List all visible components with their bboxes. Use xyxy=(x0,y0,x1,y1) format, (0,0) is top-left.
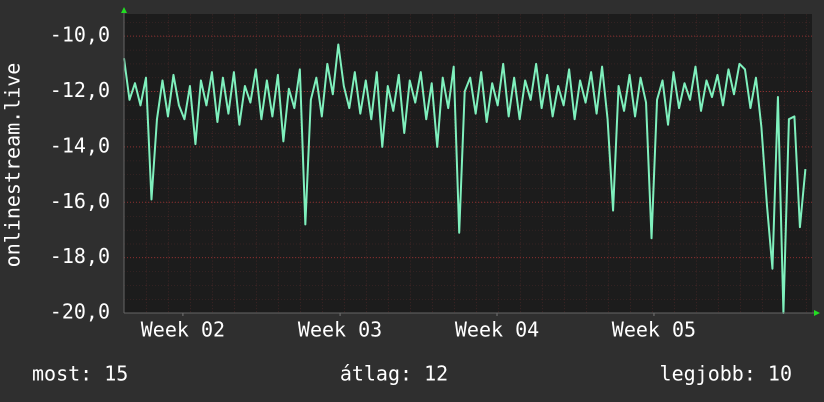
x-tick-label: Week 03 xyxy=(298,318,382,342)
y-tick-label: -14,0 xyxy=(50,133,110,157)
x-arrow xyxy=(814,310,820,316)
x-tick-label: Week 04 xyxy=(455,318,539,342)
y-axis-label: onlinestream.live xyxy=(1,63,25,268)
x-tick-label: Week 05 xyxy=(612,318,696,342)
minor-grid xyxy=(124,14,812,313)
y-tick-label: -12,0 xyxy=(50,78,110,102)
stat-avg: átlag: 12 xyxy=(340,362,448,386)
series-line xyxy=(123,43,807,314)
layer: -20,0 -18,0 -16,0 -14,0 -12,0 -10,0 Week 02 Wee… xyxy=(50,23,812,342)
y-tick-label: -18,0 xyxy=(50,244,110,268)
y-tick-label: -20,0 xyxy=(50,300,110,324)
y-tick-label: -10,0 xyxy=(50,23,110,47)
stat-now: most: 15 xyxy=(32,362,128,386)
x-tick-label: Week 02 xyxy=(141,318,225,342)
y-tick-label: -16,0 xyxy=(50,189,110,213)
stat-best: legjobb: 10 xyxy=(660,362,792,386)
y-arrow xyxy=(121,7,127,13)
